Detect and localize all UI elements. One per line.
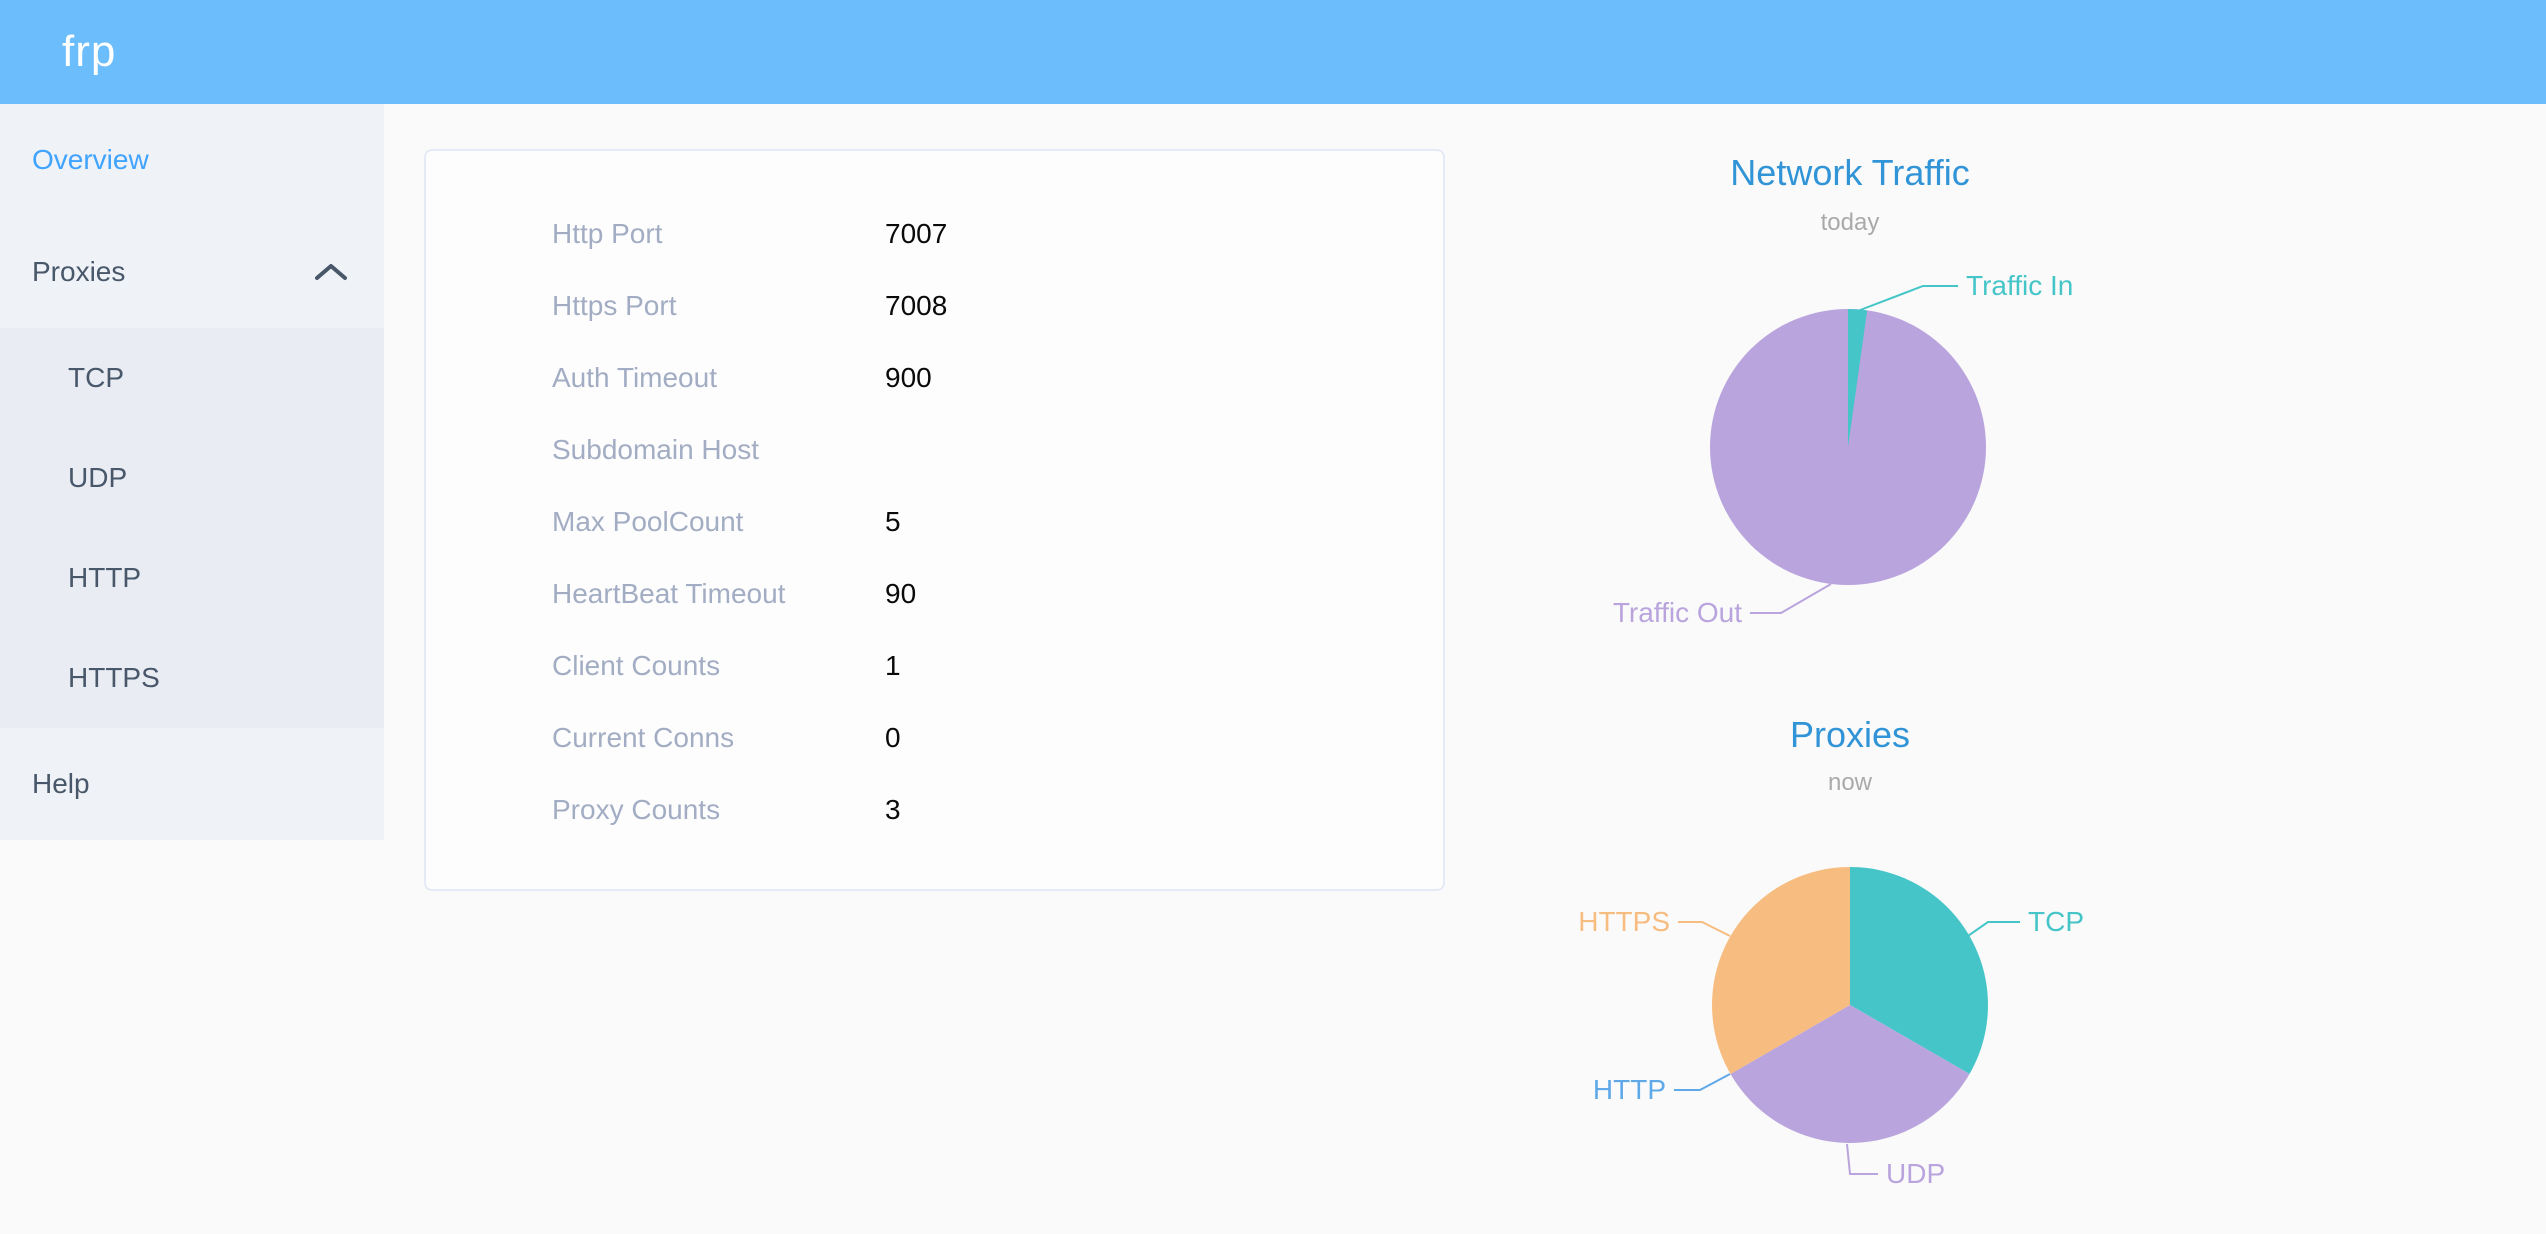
sidebar-item-tcp[interactable]: TCP (0, 328, 384, 428)
http-label: HTTP (1592, 1074, 1666, 1105)
row-http-port: Http Port 7007 (426, 198, 1443, 270)
row-label: Max PoolCount (552, 506, 744, 537)
traffic-out-label: Traffic Out (1612, 597, 1742, 628)
row-label: Https Port (552, 290, 677, 321)
proxies-chart-title: Proxies (1789, 714, 1911, 755)
row-proxy-counts: Proxy Counts 3 (426, 774, 1443, 846)
network-traffic-chart-title: Network Traffic (1730, 152, 1970, 193)
sidebar-item-http-label: HTTP (68, 562, 142, 593)
server-info-card: Http Port 7007 Https Port 7008 Auth Time… (424, 149, 1445, 891)
row-value: 7007 (885, 218, 948, 249)
row-client-counts: Client Counts 1 (426, 630, 1443, 702)
traffic-in-callout-line (1854, 285, 1958, 313)
sidebar-item-udp-label: UDP (68, 462, 128, 493)
row-value: 90 (885, 578, 917, 609)
row-label: Http Port (552, 218, 663, 249)
row-label: Proxy Counts (552, 794, 721, 825)
app-logo: frp (62, 27, 117, 76)
sidebar-item-tcp-label: TCP (68, 362, 124, 393)
row-value: 5 (885, 506, 901, 537)
proxies-pie (1674, 867, 2020, 1175)
https-callout-line (1678, 921, 1731, 937)
sidebar-item-overview-label: Overview (32, 144, 149, 175)
row-value: 900 (885, 362, 932, 393)
row-value: 7008 (885, 290, 948, 321)
sidebar-item-http[interactable]: HTTP (0, 528, 384, 628)
row-heartbeat-timeout: HeartBeat Timeout 90 (426, 558, 1443, 630)
proxies-chart-subtitle: now (1827, 769, 1873, 796)
sidebar: Overview Proxies TCP UDP HTTP HTTPS Help (0, 104, 384, 840)
sidebar-item-help[interactable]: Help (0, 728, 384, 840)
udp-label: UDP (1886, 1158, 1946, 1189)
row-subdomain-host: Subdomain Host (426, 414, 1443, 486)
chevron-up-icon (315, 264, 347, 280)
udp-callout-line (1846, 1143, 1878, 1175)
row-label: Subdomain Host (552, 434, 760, 465)
sidebar-item-proxies-label: Proxies (32, 256, 126, 287)
sidebar-submenu-proxies: TCP UDP HTTP HTTPS (0, 328, 384, 728)
app-header: frp (0, 0, 2546, 104)
tcp-label: TCP (2028, 906, 2084, 937)
traffic-out-callout-line (1750, 583, 1832, 614)
row-label: HeartBeat Timeout (552, 578, 786, 609)
sidebar-item-https-label: HTTPS (68, 662, 160, 693)
sidebar-item-udp[interactable]: UDP (0, 428, 384, 528)
row-value: 3 (885, 794, 901, 825)
row-current-conns: Current Conns 0 (426, 702, 1443, 774)
row-max-poolcount: Max PoolCount 5 (426, 486, 1443, 558)
row-label: Current Conns (552, 722, 735, 753)
row-https-port: Https Port 7008 (426, 270, 1443, 342)
row-value: 0 (885, 722, 901, 753)
traffic-in-label: Traffic In (1966, 270, 2074, 301)
https-label: HTTPS (1578, 906, 1670, 937)
row-label: Auth Timeout (552, 362, 717, 393)
pie-slice-udp[interactable] (1730, 1005, 1970, 1143)
http-callout-line (1674, 1073, 1731, 1091)
row-label: Client Counts (552, 650, 721, 681)
network-traffic-pie (1710, 285, 1986, 614)
pie-slice-tcp[interactable] (1850, 867, 1988, 1074)
sidebar-item-https[interactable]: HTTPS (0, 628, 384, 728)
network-traffic-chart-subtitle: today (1820, 209, 1880, 236)
row-value: 1 (885, 650, 901, 681)
sidebar-item-overview[interactable]: Overview (0, 104, 384, 216)
sidebar-item-proxies[interactable]: Proxies (0, 216, 384, 328)
pie-slice-https[interactable] (1712, 867, 1850, 1074)
sidebar-item-help-label: Help (32, 768, 90, 799)
pie-slice-traffic-in[interactable] (1848, 309, 1868, 447)
tcp-callout-line (1964, 921, 2020, 939)
row-auth-timeout: Auth Timeout 900 (426, 342, 1443, 414)
